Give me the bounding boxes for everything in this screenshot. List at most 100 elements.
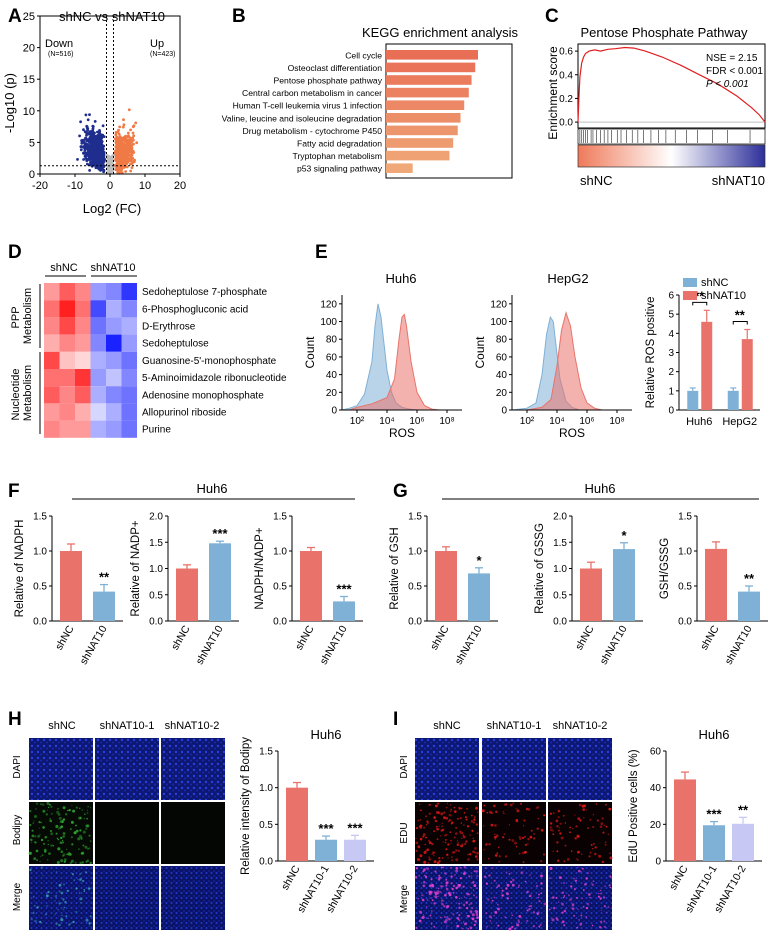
- flow-hepg2-title: HepG2: [547, 271, 588, 286]
- heatmap-cell: [59, 351, 75, 369]
- edu-merge-dot: [609, 886, 612, 889]
- edu-merge-dot: [421, 916, 425, 919]
- merge-signal-dot: [63, 883, 65, 886]
- ros-ytick-label: 5: [668, 310, 674, 321]
- flow-ytick-label: 60: [326, 352, 338, 363]
- edu-signal-dot: [461, 837, 463, 839]
- edu-merge-dot: [529, 874, 531, 876]
- edu-merge-dot: [429, 884, 432, 888]
- bar-ytick-label: 2.0: [553, 512, 567, 523]
- edu-signal-dot: [450, 804, 452, 806]
- edu-merge-dot: [489, 920, 492, 922]
- bar: [703, 825, 725, 861]
- heatmap-cell: [59, 283, 75, 301]
- heatmap-cell: [106, 420, 122, 438]
- edu-merge-dot: [458, 919, 461, 922]
- edu-signal-dot: [592, 814, 594, 816]
- bar-ytick-label: 0.0: [408, 617, 422, 628]
- bodipy-signal-dot: [74, 861, 77, 864]
- edu-merge-dot: [463, 921, 465, 923]
- bar-ylabel: Relative of NADPH: [14, 520, 26, 618]
- ros-sig-bracket: [692, 301, 708, 306]
- edu-signal-dot: [543, 814, 546, 817]
- bodipy-signal-dot: [49, 818, 51, 820]
- kegg-category-label: Osteoclast differentiation: [288, 63, 383, 73]
- flow-ytick-label: 120: [320, 299, 337, 310]
- edu-signal-dot: [556, 825, 559, 828]
- i-dapi-shnc: [415, 738, 479, 800]
- gsea-hit-frame: [577, 128, 766, 145]
- h-merge-signal: [29, 866, 92, 927]
- edu-merge-dot: [587, 872, 589, 874]
- edu-signal-dot: [427, 862, 430, 864]
- edu-signal-dot: [574, 814, 576, 816]
- flow-xtick-label: 10⁴: [549, 416, 564, 427]
- bar: [613, 549, 635, 621]
- volcano-point-up: [118, 152, 121, 156]
- edu-signal-dot: [530, 829, 533, 832]
- bodipy-signal-dot: [57, 838, 60, 841]
- bodipy-signal-dot: [71, 804, 73, 806]
- bodipy-signal-dot: [62, 835, 65, 838]
- bar: [435, 551, 457, 621]
- edu-signal-dot: [594, 852, 597, 856]
- edu-signal-dot: [592, 848, 594, 850]
- heatmap-cell: [75, 334, 91, 352]
- edu-signal-dot: [550, 828, 553, 832]
- edu-signal-dot: [456, 843, 459, 846]
- bar-significance: ***: [706, 807, 722, 822]
- edu-signal-dot: [476, 851, 479, 855]
- edu-signal-dot: [419, 859, 421, 861]
- volcano-point-down: [80, 141, 84, 145]
- edu-signal-dot: [482, 825, 485, 827]
- edu-signal-dot: [474, 851, 477, 854]
- volcano-point-down: [82, 128, 85, 132]
- f-group-title: Huh6: [196, 481, 227, 496]
- edu-signal-dot: [435, 820, 438, 823]
- bar-ytick-label: 0.5: [678, 582, 692, 593]
- bodipy-signal-dot: [87, 806, 89, 808]
- edu-merge-dot: [540, 892, 543, 895]
- volcano-point-up: [133, 158, 137, 162]
- bar-ytick-label: 0.0: [149, 617, 163, 628]
- heatmap-rowgroup-nuc-l1: Nucleotide: [10, 369, 22, 421]
- volcano-xtick-label: -10: [67, 180, 83, 192]
- edu-merge-dot: [491, 899, 494, 902]
- edu-signal-dot: [457, 842, 459, 844]
- gsea-ytick-label: 0.6: [559, 47, 573, 58]
- h-dapi-shnat10-1: [95, 738, 159, 800]
- edu-merge-dot: [471, 917, 475, 921]
- bodipy-signal-dot: [85, 860, 88, 863]
- heatmap-cell: [59, 403, 75, 421]
- volcano-point-up: [132, 124, 136, 128]
- merge-signal-dot: [47, 891, 50, 894]
- edu-merge-dot: [441, 903, 444, 906]
- bodipy-signal-dot: [79, 834, 82, 838]
- merge-signal-dot: [82, 880, 85, 882]
- merge-signal-dot: [58, 883, 62, 887]
- edu-merge-dot: [558, 901, 560, 903]
- volcano-point-up: [114, 155, 118, 159]
- bodipy-signal-dot: [61, 841, 65, 844]
- merge-signal-dot: [83, 890, 86, 892]
- edu-merge-dot: [526, 919, 529, 923]
- volcano-ytick-label: 0: [29, 169, 35, 181]
- volcano-point-down: [96, 139, 99, 143]
- heatmap-cell: [121, 369, 137, 387]
- bodipy-signal-dot: [71, 843, 74, 846]
- bodipy-signal-dot: [63, 860, 66, 863]
- edu-merge-dot: [455, 886, 459, 890]
- edu-merge-dot: [592, 880, 595, 882]
- edu-merge-dot: [508, 927, 512, 931]
- edu-signal-dot: [602, 831, 605, 834]
- edu-merge-dot: [474, 920, 477, 923]
- edu-signal-dot: [477, 811, 479, 813]
- volcano-point-down: [91, 125, 95, 128]
- bodipy-signal-dot: [70, 836, 73, 839]
- edu-merge-dot: [476, 875, 478, 877]
- flow-ytick-label: 20: [496, 388, 508, 399]
- edu-signal-dot: [428, 812, 431, 815]
- edu-merge-dot: [446, 925, 448, 927]
- edu-signal-dot: [473, 816, 476, 819]
